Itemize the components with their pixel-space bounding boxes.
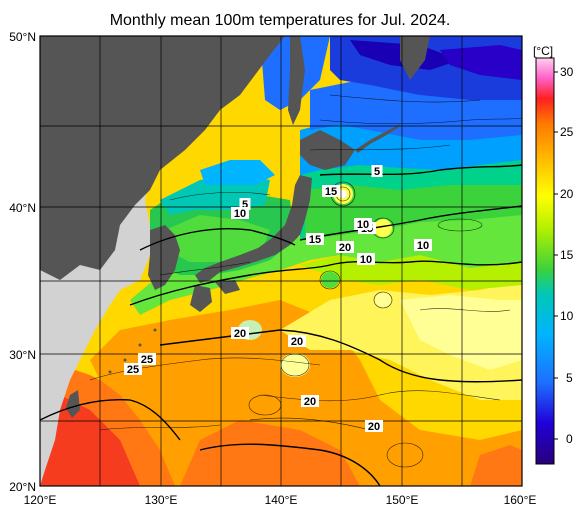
lat-label-50: 50°N (9, 30, 36, 44)
colorbar-tick-25: 25 (560, 125, 574, 139)
contour-label: 5 (242, 199, 248, 211)
lat-label-30: 30°N (9, 348, 36, 362)
lon-label-140: 140°E (265, 493, 298, 507)
contour-label: 10 (357, 219, 369, 231)
contour-label: 15 (309, 234, 321, 246)
contour-label: 20 (368, 421, 380, 433)
lon-label-150: 150°E (386, 493, 419, 507)
colorbar-tick-15: 15 (560, 248, 574, 262)
contour-label: 20 (234, 328, 246, 340)
colorbar-tick-10: 10 (560, 309, 574, 323)
lat-label-40: 40°N (9, 201, 36, 215)
land-korea (148, 225, 180, 290)
colorbar-tick-0: 0 (566, 432, 573, 446)
contour-label-bg (288, 335, 306, 347)
land-mainland (40, 36, 285, 280)
land-kyushu (190, 285, 212, 312)
contour-label-bg (414, 239, 432, 251)
contour-labels: 55101515101015201010202025252020 (124, 165, 432, 433)
contour-label-bg (239, 198, 251, 210)
lon-label-130: 130°E (145, 493, 178, 507)
colorbar-tick-20: 20 (560, 187, 574, 201)
colorbar-tick-5: 5 (566, 371, 573, 385)
contours-major (40, 164, 522, 486)
contour-label-bg (371, 165, 383, 177)
contour-label-bg (306, 233, 324, 245)
colorbar-tick-30: 30 (560, 65, 574, 79)
colorbar-unit: [°C] (533, 44, 554, 58)
contour-label: 20 (339, 242, 351, 254)
map-frame (39, 35, 523, 487)
contour-label: 25 (127, 364, 139, 376)
map-body (40, 36, 522, 486)
contour-label: 10 (360, 254, 372, 266)
contour-label-bg (336, 241, 354, 253)
colorbar (535, 57, 555, 465)
land-kamchatka (400, 36, 430, 80)
contour-label-bg (357, 253, 375, 265)
lon-label-160: 160°E (504, 493, 537, 507)
lat-label-20: 20°N (9, 480, 36, 494)
contour-label-bg (301, 395, 319, 407)
land-taiwan (66, 390, 80, 418)
contour-label-bg (124, 363, 142, 375)
land-sakhalin (288, 36, 305, 125)
contour-label: 10 (417, 240, 429, 252)
contour-label: 20 (304, 396, 316, 408)
contour-label-bg (354, 218, 372, 230)
contours-minor (89, 94, 522, 468)
contour-label: 25 (141, 354, 153, 366)
land-kurils (355, 124, 400, 153)
contour-label-bg (231, 327, 249, 339)
lon-label-120: 120°E (24, 493, 57, 507)
contour-label-bg (138, 353, 156, 365)
contour-label: 15 (325, 186, 337, 198)
contour-label: 20 (291, 336, 303, 348)
contour-label-bg (365, 420, 383, 432)
map-title: Monthly mean 100m temperatures for Jul. … (109, 12, 451, 29)
contour-label-bg (231, 207, 249, 219)
grid-lines (40, 36, 522, 486)
land-honshu (195, 175, 312, 283)
contour-label: 5 (374, 166, 380, 178)
contour-label-bg (322, 185, 340, 197)
contour-label: 10 (234, 208, 246, 220)
